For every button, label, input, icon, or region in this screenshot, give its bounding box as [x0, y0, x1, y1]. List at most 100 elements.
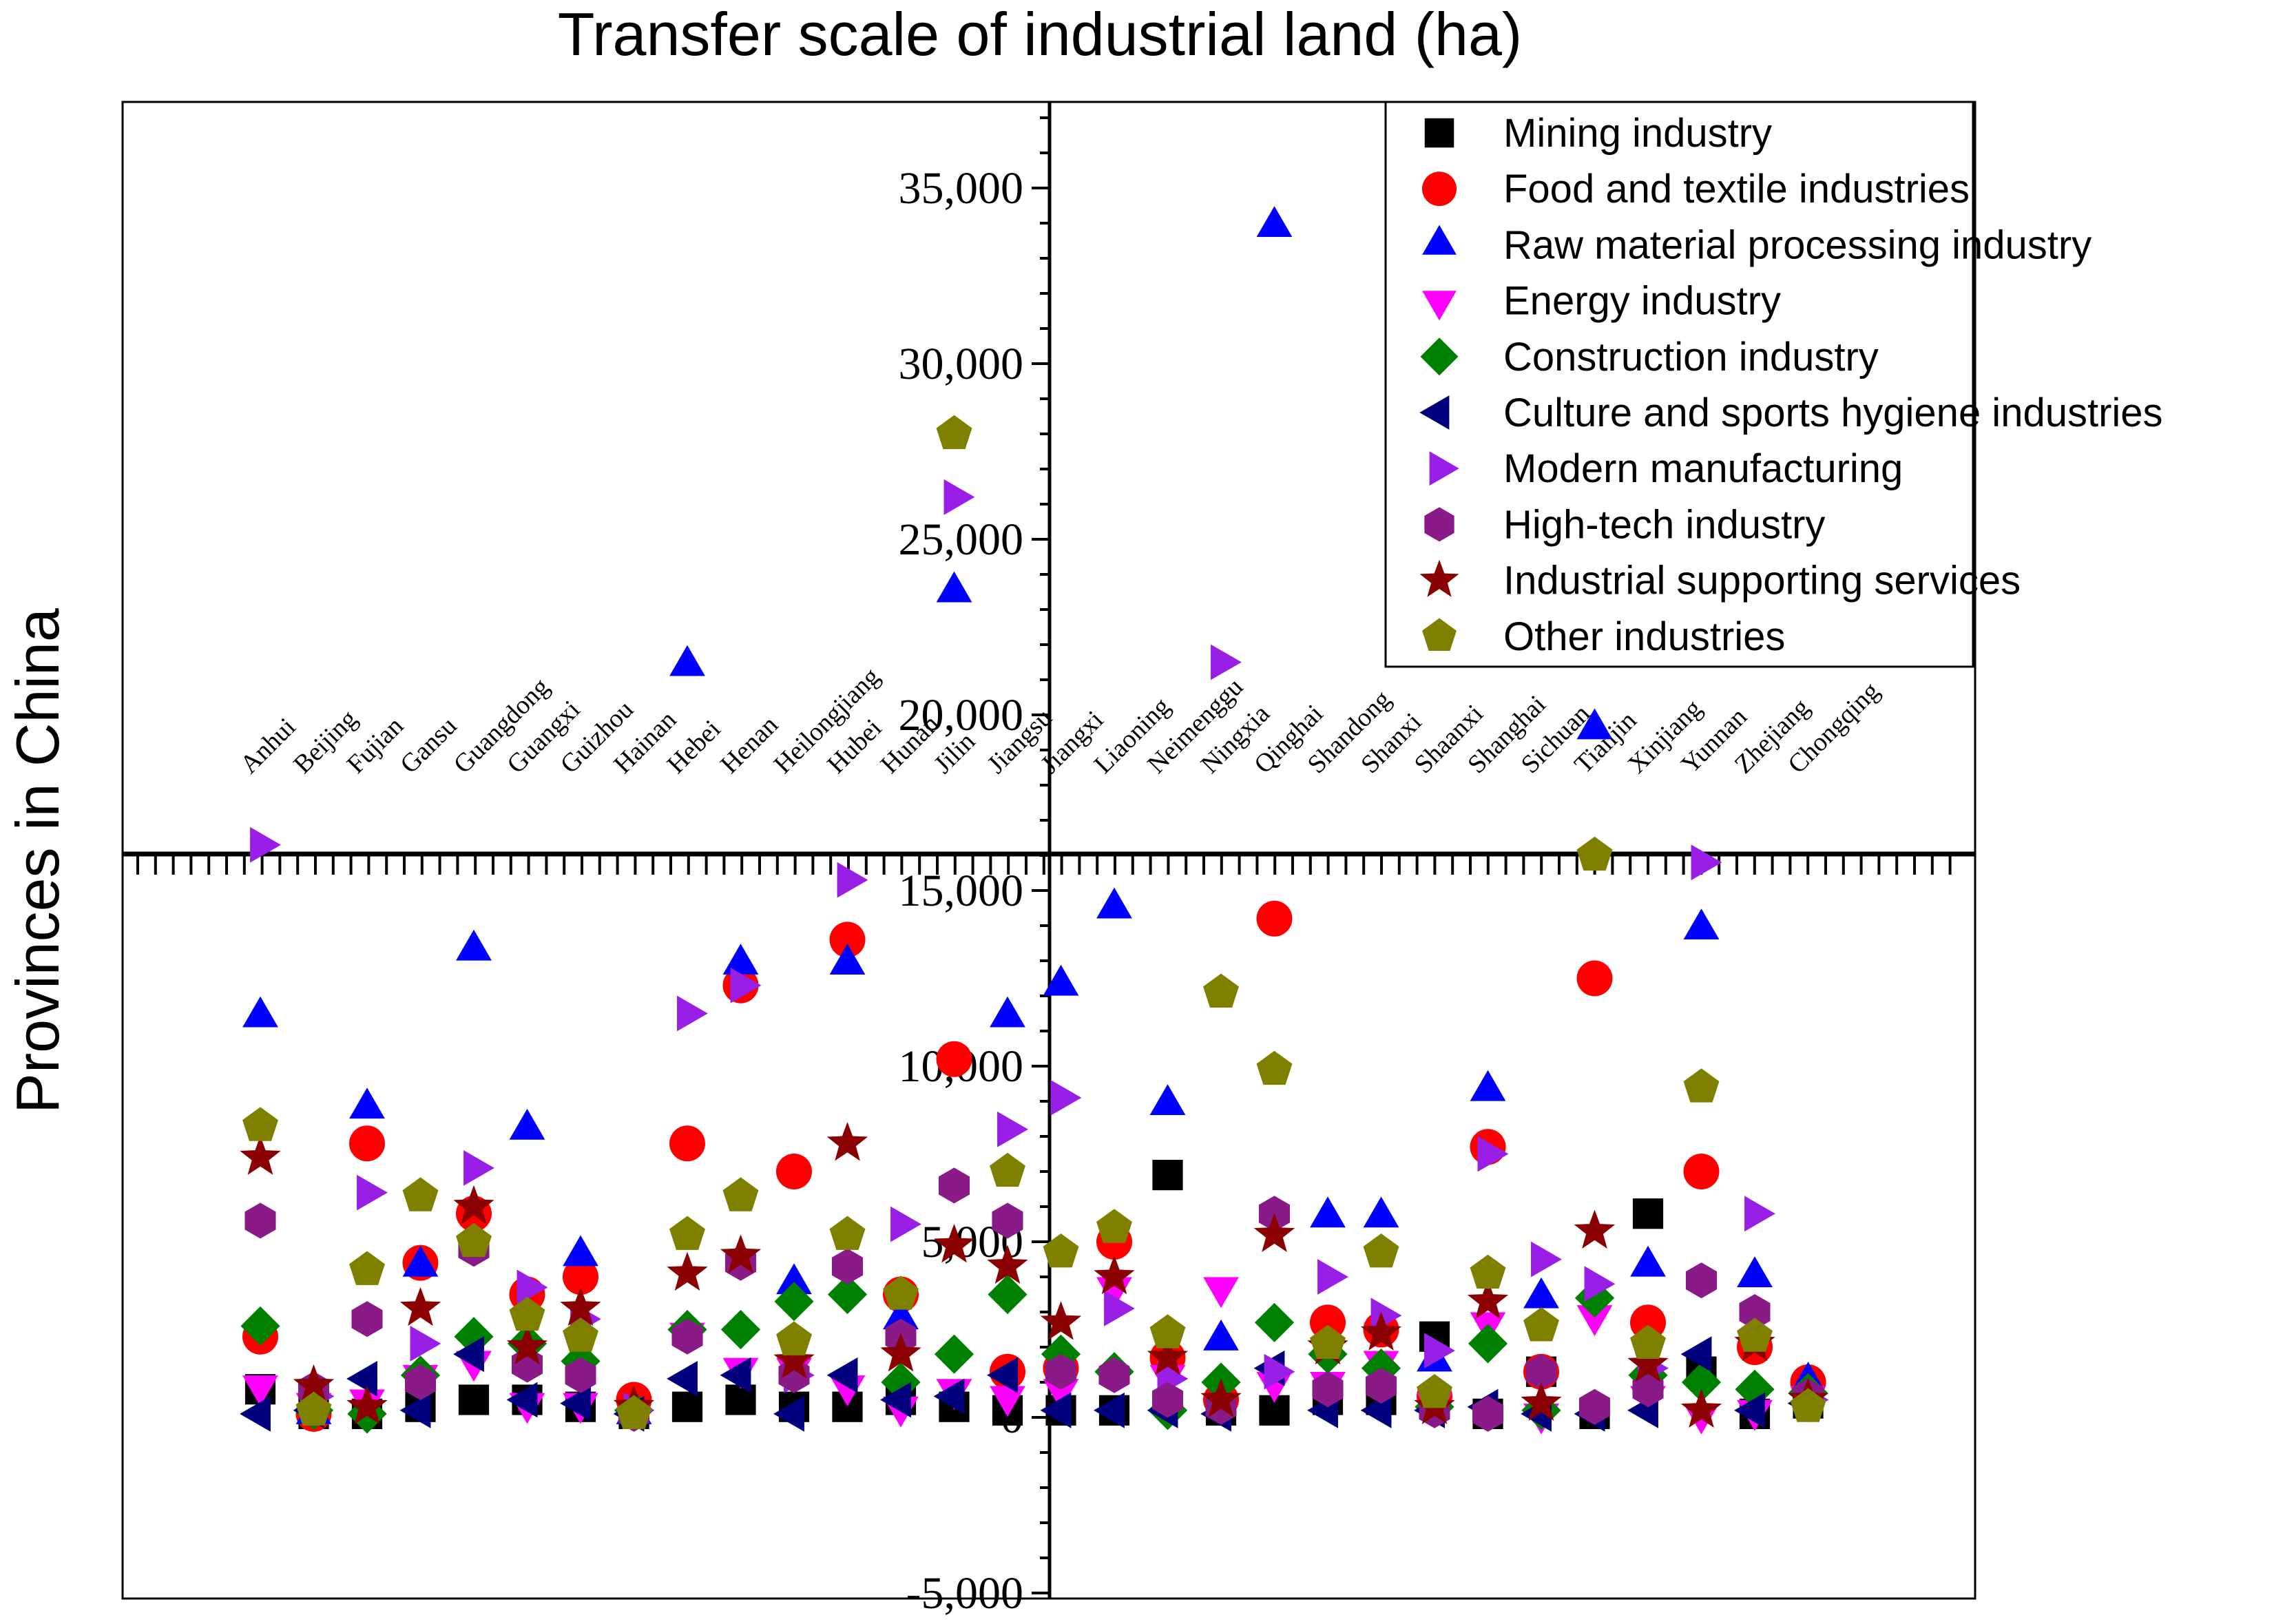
point-energy-industry-jiangsu: [990, 1386, 1025, 1417]
point-construction-industry-henan: [720, 1309, 761, 1350]
point-food-and-textile-industries-guizhou: [563, 1259, 598, 1295]
point-culture-and-sports-hygiene-industries-jiangxi: [1040, 1392, 1072, 1428]
point-culture-and-sports-hygiene-industries-guizhou: [560, 1385, 591, 1422]
point-industrial-supporting-services-shanxi: [1360, 1311, 1402, 1351]
point-food-and-textile-industries-fujian: [349, 1125, 385, 1162]
point-other-industries-jiangsu: [990, 1152, 1025, 1187]
point-industrial-supporting-services-beijing: [293, 1364, 335, 1404]
point-construction-industry-yunnan: [1681, 1362, 1722, 1402]
point-modern-manufacturing-shandong: [1317, 1259, 1348, 1295]
point-modern-manufacturing-shanghai: [1477, 1136, 1509, 1172]
point-mining-industry-hebei: [671, 1391, 703, 1422]
point-construction-industry-jilin: [934, 1334, 974, 1374]
point-mining-industry-guangdong: [458, 1384, 490, 1415]
point-industrial-supporting-services-guangdong: [453, 1185, 494, 1225]
point-industrial-supporting-services-hunan: [880, 1333, 921, 1372]
legend-marker-modern-manufacturing: [1429, 451, 1459, 486]
point-other-industries-jiangxi: [1043, 1233, 1079, 1268]
point-high-tech-industry-shandong: [1312, 1371, 1344, 1408]
point-raw-material-processing-industry-anhui: [242, 996, 278, 1028]
point-high-tech-industry-anhui: [244, 1203, 276, 1239]
point-construction-industry-anhui: [240, 1306, 280, 1346]
legend-item-other-industries: Other industries: [1422, 614, 1785, 659]
point-raw-material-processing-industry-guangxi: [509, 1108, 545, 1140]
point-raw-material-processing-industry-henan: [722, 944, 759, 975]
legend-marker-food-and-textile-industries: [1422, 171, 1457, 207]
point-raw-material-processing-industry-tianjin: [1576, 708, 1613, 740]
point-food-and-textile-industries-yunnan: [1683, 1154, 1720, 1189]
point-modern-manufacturing-sichuan: [1531, 1241, 1562, 1278]
point-high-tech-industry-sichuan: [1525, 1353, 1557, 1390]
point-high-tech-industry-gansu: [404, 1364, 437, 1400]
point-raw-material-processing-industry-guangdong: [456, 929, 492, 961]
point-other-industries-anhui: [242, 1107, 278, 1141]
point-culture-and-sports-hygiene-industries-heilongjiang: [773, 1396, 804, 1432]
point-other-industries-neimenggu: [1149, 1314, 1186, 1349]
point-modern-manufacturing-yunnan: [1691, 844, 1722, 881]
legend-marker-raw-material-processing-industry: [1422, 225, 1457, 255]
point-raw-material-processing-industry-shanxi: [1363, 1196, 1399, 1228]
point-modern-manufacturing-ningxia: [1211, 644, 1242, 680]
legend-item-mining-industry: Mining industry: [1424, 111, 1772, 156]
legend-label: Construction industry: [1503, 335, 1879, 379]
legend-label: Energy industry: [1503, 279, 1781, 324]
point-raw-material-processing-industry-guizhou: [563, 1235, 598, 1267]
point-other-industries-hubei: [829, 1216, 866, 1250]
point-raw-material-processing-industry-heilongjiang: [776, 1263, 812, 1295]
point-other-industries-gansu: [402, 1177, 439, 1211]
point-other-industries-jilin: [936, 415, 972, 450]
point-other-industries-henan: [722, 1177, 759, 1211]
point-high-tech-industry-liaoning: [1098, 1357, 1130, 1393]
y-tick-label: 15,000: [899, 866, 1024, 916]
point-construction-industry-qinghai: [1254, 1302, 1295, 1342]
point-high-tech-industry-jilin: [938, 1167, 970, 1204]
legend-item-industrial-supporting-services: Industrial supporting services: [1419, 559, 2021, 603]
point-other-industries-heilongjiang: [776, 1321, 812, 1355]
point-raw-material-processing-industry-sichuan: [1523, 1277, 1559, 1309]
point-raw-material-processing-industry-shanghai: [1470, 1070, 1506, 1101]
point-high-tech-industry-jiangsu: [992, 1203, 1023, 1239]
point-modern-manufacturing-shaanxi: [1424, 1333, 1455, 1368]
point-modern-manufacturing-gansu: [410, 1326, 441, 1362]
point-raw-material-processing-industry-hunan: [883, 1298, 919, 1330]
point-industrial-supporting-services-guizhou: [560, 1287, 601, 1326]
y-tick-label: 25,000: [899, 514, 1024, 565]
series-culture-and-sports-hygiene-industries: [240, 1336, 1819, 1432]
point-other-industries-beijing: [295, 1391, 332, 1426]
category-label-anhui: Anhui: [235, 712, 302, 779]
legend-marker-culture-and-sports-hygiene-industries: [1419, 395, 1450, 430]
point-industrial-supporting-services-henan: [720, 1234, 762, 1273]
legend-label: Culture and sports hygiene industries: [1503, 391, 2163, 435]
point-other-industries-xinjiang: [1630, 1324, 1666, 1359]
point-other-industries-tianjin: [1576, 836, 1613, 871]
legend-label: Modern manufacturing: [1503, 446, 1903, 491]
point-energy-industry-tianjin: [1576, 1305, 1613, 1336]
point-modern-manufacturing-henan: [730, 967, 762, 1003]
point-modern-manufacturing-hebei: [677, 995, 708, 1032]
legend-label: Food and textile industries: [1503, 167, 1970, 211]
point-modern-manufacturing-jiangsu: [997, 1111, 1028, 1147]
point-high-tech-industry-hubei: [831, 1248, 864, 1284]
point-other-industries-guangdong: [456, 1222, 492, 1258]
legend-label: Mining industry: [1503, 111, 1772, 156]
point-food-and-textile-industries-tianjin: [1576, 960, 1613, 997]
legend: Mining industry Food and textile industri…: [1384, 101, 2163, 668]
point-high-tech-industry-tianjin: [1578, 1388, 1611, 1425]
point-industrial-supporting-services-tianjin: [1574, 1209, 1616, 1249]
point-industrial-supporting-services-liaoning: [1094, 1255, 1135, 1295]
point-high-tech-industry-shanxi: [1365, 1368, 1397, 1404]
point-modern-manufacturing-anhui: [250, 826, 281, 863]
point-industrial-supporting-services-anhui: [240, 1136, 281, 1175]
point-other-industries-guizhou: [563, 1318, 598, 1352]
point-raw-material-processing-industry-jiangsu: [990, 996, 1025, 1028]
point-modern-manufacturing-qinghai: [1264, 1353, 1295, 1390]
point-industrial-supporting-services-jilin: [933, 1223, 975, 1263]
point-other-industries-shaanxi: [1417, 1374, 1452, 1408]
point-high-tech-industry-yunnan: [1685, 1262, 1718, 1299]
point-culture-and-sports-hygiene-industries-yunnan: [1680, 1336, 1712, 1373]
y-tick-label: 30,000: [899, 339, 1024, 389]
point-high-tech-industry-neimenggu: [1151, 1382, 1184, 1418]
point-industrial-supporting-services-yunnan: [1680, 1388, 1722, 1428]
point-raw-material-processing-industry-ningxia: [1203, 1319, 1239, 1351]
